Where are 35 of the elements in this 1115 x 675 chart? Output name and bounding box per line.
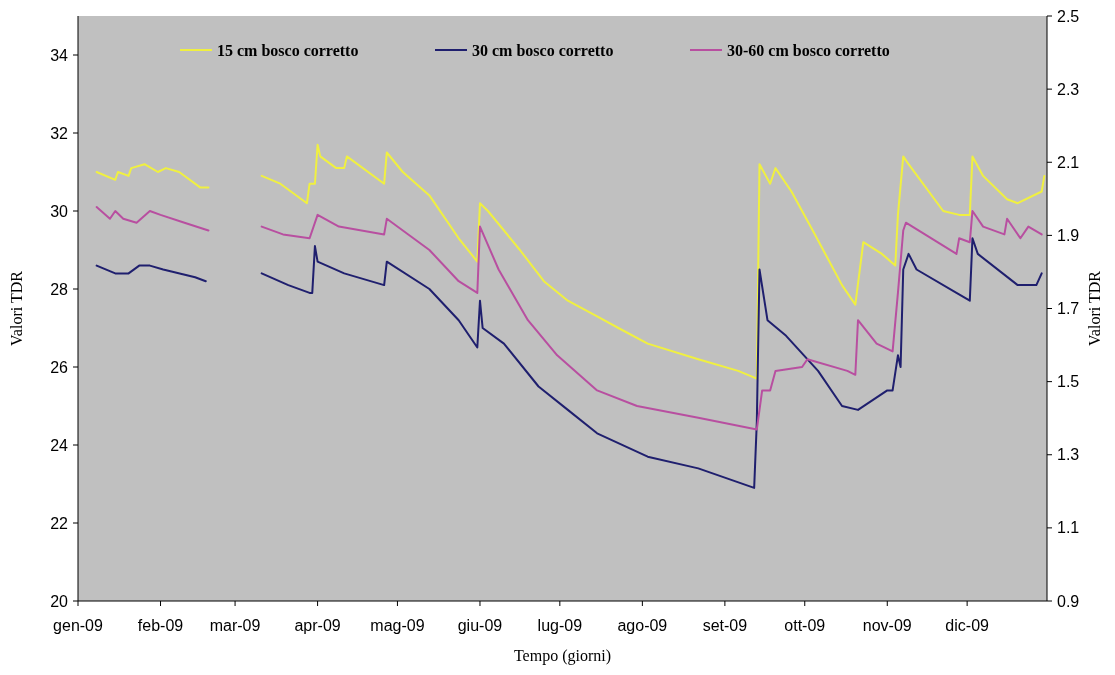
y2-axis-title: Valori TDR [1086,270,1103,346]
x-tick-label: giu-09 [457,617,503,634]
y2-tick-label: 1.9 [1057,226,1080,244]
y-tick-label: 24 [50,436,69,454]
y-axis-title: Valori TDR [8,270,25,346]
y2-tick-label: 1.3 [1057,446,1080,464]
y2-tick-label: 0.9 [1057,592,1080,610]
y-tick-label: 22 [50,514,69,532]
y-tick-label: 28 [50,280,69,298]
legend-label: 15 cm bosco corretto [217,42,359,59]
y2-tick-label: 2.5 [1057,7,1080,25]
y-tick-label: 30 [50,202,69,220]
y-tick-label: 34 [50,46,69,64]
x-tick-label: gen-09 [53,617,104,634]
y-tick-label: 32 [50,124,69,142]
y2-tick-label: 2.1 [1057,153,1080,171]
y2-tick-label: 1.5 [1057,373,1080,391]
legend-label: 30 cm bosco corretto [472,42,614,59]
x-tick-label: ott-09 [784,617,826,634]
x-tick-label: mar-09 [209,617,261,634]
x-tick-label: dic-09 [945,617,990,634]
y2-tick-label: 1.1 [1057,519,1080,537]
y2-tick-label: 2.3 [1057,80,1080,98]
x-tick-label: set-09 [702,617,748,634]
x-tick-label: apr-09 [294,617,341,634]
x-tick-label: feb-09 [137,617,184,634]
x-tick-label: ago-09 [617,617,668,634]
y-tick-label: 20 [50,592,69,610]
x-axis-title: Tempo (giorni) [513,647,612,665]
y2-tick-label: 1.7 [1057,300,1080,318]
legend-label: 30-60 cm bosco corretto [727,42,890,59]
x-tick-label: mag-09 [370,617,425,634]
y-tick-label: 26 [50,358,69,376]
x-tick-label: nov-09 [862,617,912,634]
x-tick-label: lug-09 [537,617,583,634]
